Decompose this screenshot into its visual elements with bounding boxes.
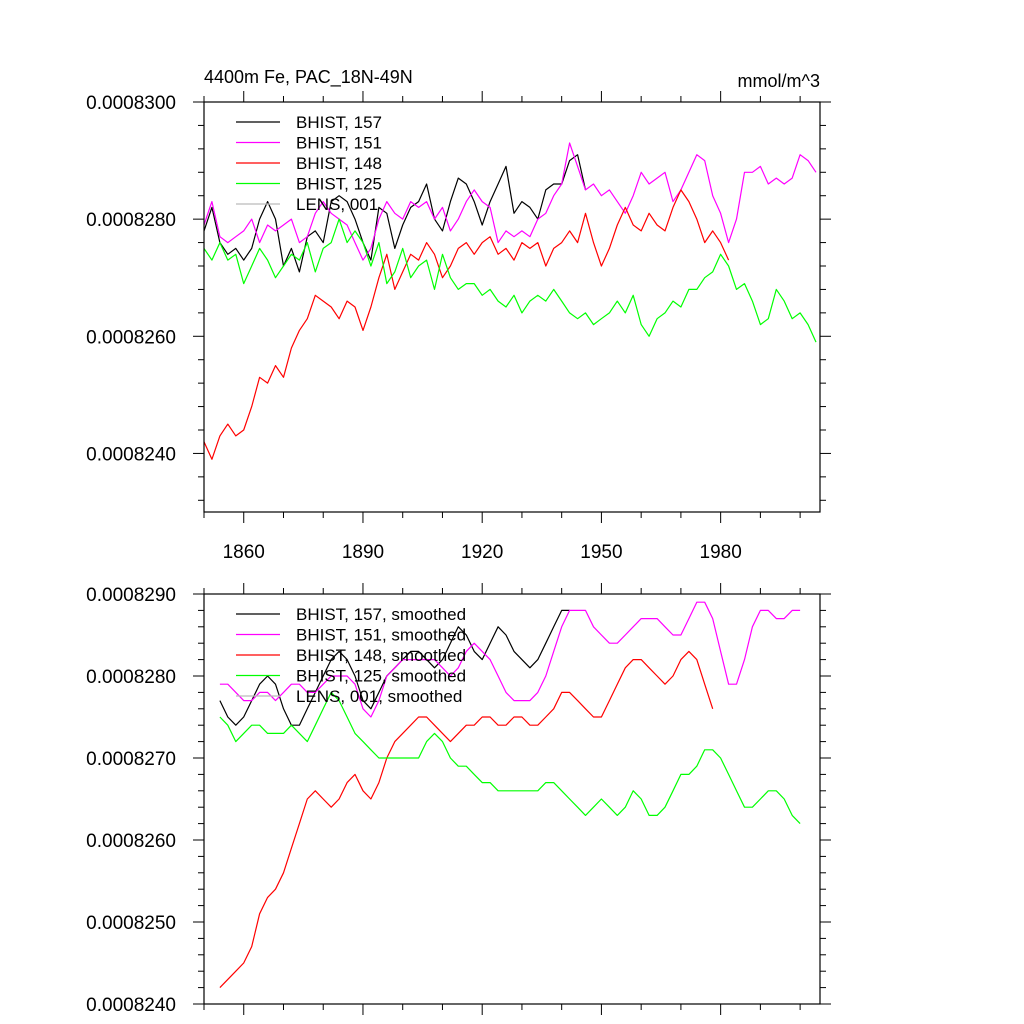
legend-label-2: BHIST, 151: [296, 134, 382, 153]
legend-label-4: BHIST, 125: [296, 175, 382, 194]
legend-label-3: BHIST, 148: [296, 154, 382, 173]
series-line-1: [203, 154, 587, 273]
bottom-panel-axes: 0.0008240 0.0008250 0.0008260 0.0008270 0.00…: [86, 583, 831, 1016]
x-tick-label: 1860: [223, 542, 265, 563]
top-panel-units: mmol/m^3: [738, 71, 820, 91]
top-panel: 4400m Fe, PAC_18N-49N mmol/m^3 1860 1890 1…: [86, 67, 831, 563]
series-line-3: [219, 650, 714, 989]
legend-label-4: BHIST, 125, smoothed: [296, 667, 466, 686]
bottom-panel: 0.0008240 0.0008250 0.0008260 0.0008270 0.00…: [86, 583, 831, 1016]
x-tick-label: 1890: [342, 542, 384, 563]
y-tick-label: 0.0008250: [86, 913, 176, 934]
x-tick-label: 1980: [700, 542, 742, 563]
legend-label-5: LENS, 001, smoothed: [296, 687, 462, 706]
series-line-2: [203, 142, 817, 261]
legend-label-5: LENS, 001: [296, 195, 378, 214]
legend-label-3: BHIST, 148, smoothed: [296, 646, 466, 665]
plot-frame: [203, 593, 821, 1005]
y-tick-label: 0.0008260: [86, 831, 176, 852]
y-tick-label: 0.0008290: [86, 585, 176, 606]
x-tick-label: 1950: [580, 542, 622, 563]
series-line-4: [219, 691, 801, 825]
legend-label-1: BHIST, 157: [296, 113, 382, 132]
y-tick-label: 0.0008280: [86, 667, 176, 688]
y-tick-label: 0.0008280: [86, 210, 176, 231]
series-line-4: [203, 218, 817, 343]
y-tick-label: 0.0008270: [86, 749, 176, 770]
y-tick-label: 0.0008300: [86, 93, 176, 114]
plot-frame: [203, 101, 821, 513]
top-panel-axes: 1860 1890 1920 1950 1980 0.0008240 0.0008260 0.…: [86, 91, 831, 563]
legend-label-1: BHIST, 157, smoothed: [296, 605, 466, 624]
y-tick-label: 0.0008260: [86, 327, 176, 348]
top-panel-series: [203, 142, 817, 460]
top-panel-title: 4400m Fe, PAC_18N-49N: [204, 67, 413, 88]
y-tick-label: 0.0008240: [86, 444, 176, 465]
series-line-3: [203, 189, 730, 460]
x-tick-label: 1920: [461, 542, 503, 563]
bottom-panel-series: [219, 601, 801, 989]
series-line-2: [219, 601, 801, 718]
y-tick-label: 0.0008240: [86, 995, 176, 1016]
bottom-panel-legend: BHIST, 157, smoothed BHIST, 151, smoothed…: [236, 605, 466, 706]
legend-label-2: BHIST, 151, smoothed: [296, 626, 466, 645]
